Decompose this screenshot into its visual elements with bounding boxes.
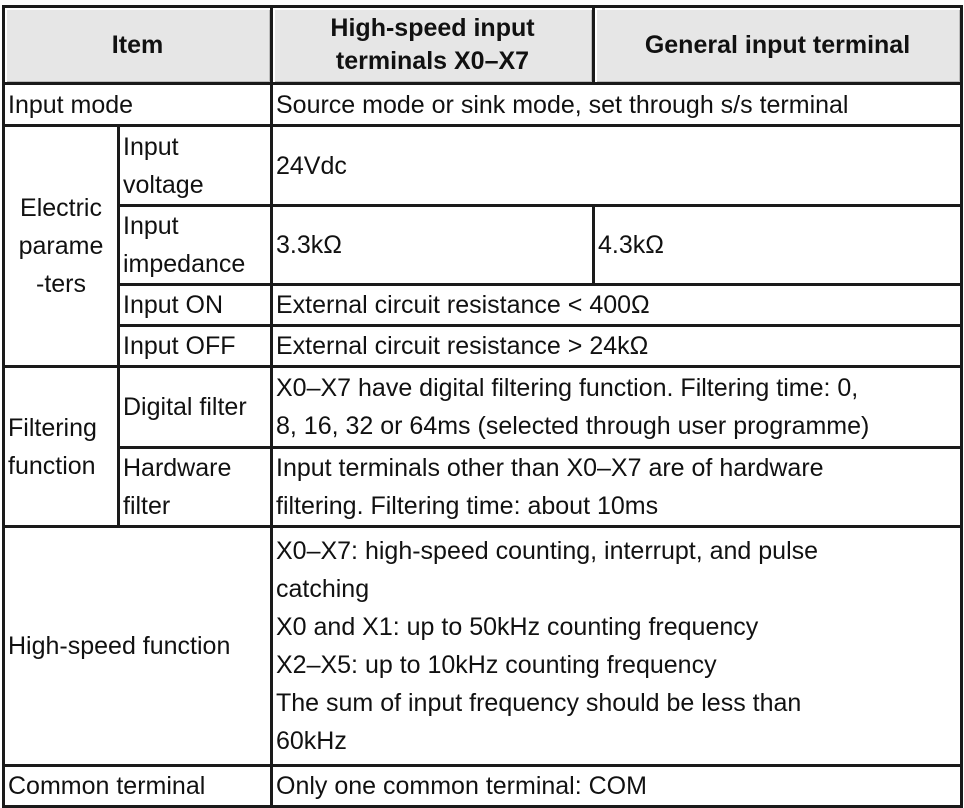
- common-terminal-label: Common terminal: [2, 764, 273, 808]
- label-line: Filtering: [8, 413, 97, 442]
- impedance-high-speed: 3.3kΩ: [270, 204, 595, 286]
- label-line: filter: [123, 492, 171, 520]
- table-row: Filtering function Digital filter X0–X7 h…: [2, 365, 963, 528]
- input-off-value: External circuit resistance > 24kΩ: [270, 324, 963, 368]
- table-row: Input OFF External circuit resistance > …: [4, 324, 963, 368]
- value-line: 60kHz: [276, 727, 347, 755]
- table-row: Input impedance 3.3kΩ 4.3kΩ: [4, 204, 963, 286]
- value-line: catching: [276, 575, 370, 603]
- common-terminal-value: Only one common terminal: COM: [270, 764, 963, 808]
- label-line: Input: [123, 212, 179, 240]
- digital-filter-label: Digital filter: [117, 365, 273, 449]
- voltage-label: Input voltage: [117, 124, 273, 207]
- voltage-value: 24Vdc: [270, 124, 963, 207]
- impedance-general: 4.3kΩ: [592, 204, 963, 286]
- electric-label: Electric parame -ters: [2, 124, 120, 368]
- table-row: Input ON External circuit resistance < 4…: [4, 283, 963, 327]
- header-line: terminals X0–X7: [335, 47, 530, 75]
- high-speed-function-label: High-speed function: [2, 525, 273, 767]
- value-line: X0 and X1: up to 50kHz counting frequenc…: [276, 613, 759, 641]
- table-row: Input mode Source mode or sink mode, set…: [2, 82, 963, 127]
- value-line: The sum of input frequency should be les…: [276, 689, 802, 717]
- header-row: Item High-speed input terminals X0–X7 Gen…: [2, 5, 963, 85]
- input-spec-table: Item High-speed input terminals X0–X7 Gen…: [2, 5, 963, 808]
- label-line: function: [8, 451, 96, 480]
- header-item: Item: [2, 5, 273, 85]
- label-line: voltage: [123, 170, 204, 199]
- input-on-value: External circuit resistance < 400Ω: [270, 283, 963, 327]
- input-mode-label: Input mode: [2, 82, 273, 127]
- label-line: parame: [18, 232, 104, 260]
- table-row: Hardware filter Input terminals other tha…: [4, 446, 963, 528]
- hardware-filter-value: Input terminals other than X0–X7 are of …: [270, 446, 963, 528]
- value-line: Input terminals other than X0–X7 are of …: [276, 454, 824, 482]
- label-line: Electric: [20, 194, 102, 222]
- value-line: filtering. Filtering time: about 10ms: [276, 492, 659, 520]
- label-line: Input: [123, 132, 179, 161]
- value-line: X0–X7: high-speed counting, interrupt, a…: [276, 537, 819, 565]
- digital-filter-value: X0–X7 have digital filtering function. F…: [270, 365, 963, 449]
- label-line: impedance: [123, 250, 246, 278]
- table-row: Common terminal Only one common terminal…: [2, 764, 963, 808]
- header-general: General input terminal: [592, 5, 963, 85]
- value-line: X2–X5: up to 10kHz counting frequency: [276, 651, 717, 679]
- header-line: High-speed input: [330, 14, 535, 42]
- hardware-filter-label: Hardware filter: [117, 446, 273, 528]
- table-row: Electric parame -ters Input voltage 24Vdc: [2, 124, 963, 368]
- input-off-label: Input OFF: [117, 324, 273, 368]
- label-line: -ters: [36, 270, 86, 298]
- input-on-label: Input ON: [117, 283, 273, 327]
- table-row: High-speed function X0–X7: high-speed co…: [2, 525, 963, 767]
- value-line: 8, 16, 32 or 64ms (selected through user…: [276, 412, 870, 440]
- impedance-label: Input impedance: [117, 204, 273, 286]
- value-line: X0–X7 have digital filtering function. F…: [276, 374, 859, 402]
- input-mode-value: Source mode or sink mode, set through s/…: [270, 82, 963, 127]
- high-speed-function-value: X0–X7: high-speed counting, interrupt, a…: [270, 525, 963, 767]
- filtering-label: Filtering function: [2, 365, 120, 528]
- label-line: Hardware: [123, 454, 232, 482]
- header-high-speed: High-speed input terminals X0–X7: [270, 5, 595, 85]
